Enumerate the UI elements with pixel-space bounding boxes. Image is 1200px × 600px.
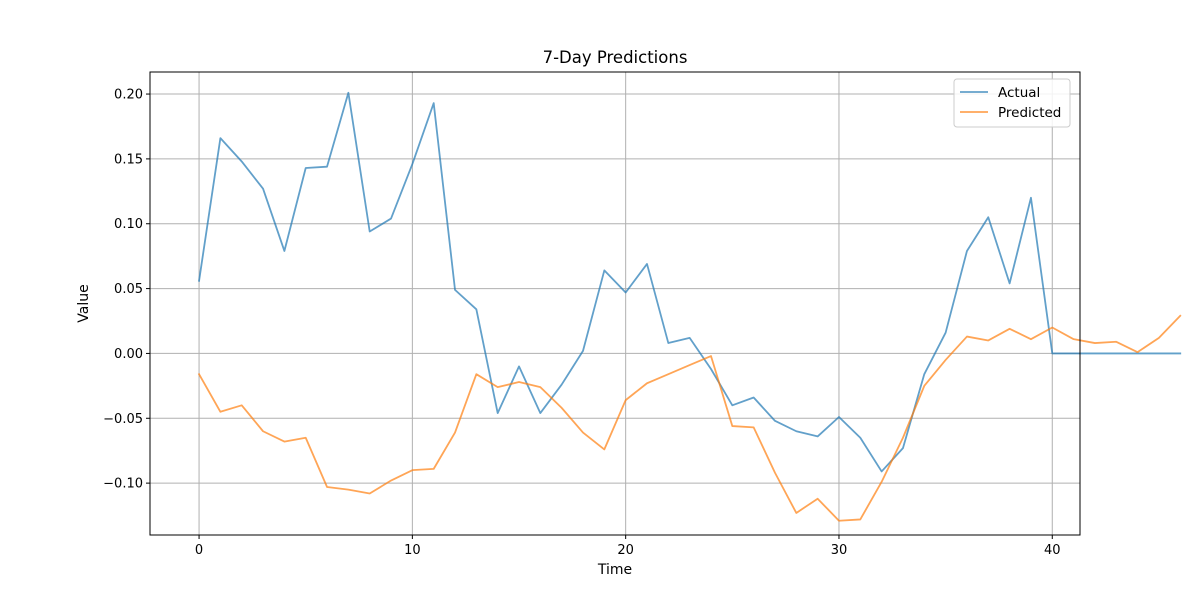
legend-label-actual: Actual xyxy=(998,85,1040,101)
y-tick-label: 0.10 xyxy=(114,217,143,232)
legend-box xyxy=(953,78,1071,128)
y-axis-label: Value xyxy=(76,284,92,322)
x-tick-label: 30 xyxy=(831,543,848,558)
series-line-predicted xyxy=(197,314,1182,522)
x-tick-label: 0 xyxy=(195,543,203,558)
plot-area xyxy=(150,72,1080,535)
y-tick-label: −0.10 xyxy=(103,477,143,492)
y-tick-label: 0.20 xyxy=(114,88,143,103)
y-tick-label: 0.05 xyxy=(114,282,143,297)
y-tick-label: −0.05 xyxy=(103,412,143,427)
x-axis-label: Time xyxy=(597,562,632,578)
y-tick-label: 0.00 xyxy=(114,347,143,362)
plot-frame xyxy=(149,71,1081,536)
x-tick-label: 20 xyxy=(617,543,634,558)
legend-label-predicted: Predicted xyxy=(998,105,1061,121)
chart-title: 7-Day Predictions xyxy=(543,48,688,67)
ticks: 0 10 20 30 40 −0.10 −0.05 0.00 0.05 0.10 0.15 0.20 xyxy=(103,88,1060,558)
series-layer xyxy=(197,91,1182,522)
y-tick-label: 0.15 xyxy=(114,152,143,167)
x-tick-label: 10 xyxy=(404,543,421,558)
grid xyxy=(150,72,1080,535)
series-line-actual xyxy=(198,91,1182,473)
x-tick-label: 40 xyxy=(1044,543,1061,558)
legend: Actual Predicted xyxy=(953,78,1071,128)
